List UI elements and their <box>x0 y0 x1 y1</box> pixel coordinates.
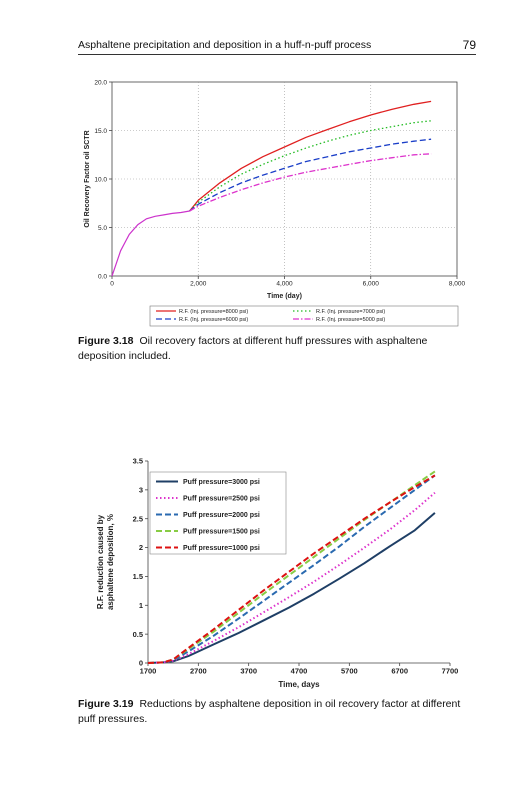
x-tick-label: 5700 <box>341 667 358 676</box>
x-tick-label: 3700 <box>240 667 257 676</box>
y-tick-label: 0.5 <box>133 630 143 639</box>
figure-label: Figure 3.18 <box>78 335 134 347</box>
y-tick-label: 3.5 <box>133 457 143 466</box>
y-tick-label: 15.0 <box>94 128 107 135</box>
y-tick-label: 2.5 <box>133 514 143 523</box>
series-line <box>189 100 432 212</box>
y-axis-label: Oil Recovery Factor oil SCTR <box>84 130 91 227</box>
y-tick-label: 3 <box>139 485 143 494</box>
x-tick-label: 4,000 <box>276 281 293 288</box>
y-tick-label: 1 <box>139 601 143 610</box>
y-axis-label: asphaltene deposition, % <box>106 514 115 610</box>
legend-label: R.F. (Inj. pressure=5000 psi) <box>316 317 385 323</box>
running-header-title: Asphaltene precipitation and deposition … <box>78 39 372 51</box>
legend-label: Puff pressure=1000 psi <box>183 545 260 552</box>
x-tick-label: 4700 <box>291 667 308 676</box>
running-header: Asphaltene precipitation and deposition … <box>78 38 476 55</box>
y-tick-label: 1.5 <box>133 572 143 581</box>
legend-label: Puff pressure=3000 psi <box>183 479 260 486</box>
x-tick-label: 2,000 <box>190 281 207 288</box>
x-axis-label: Time, days <box>278 680 320 689</box>
legend-label: R.F. (Inj. pressure=7000 psi) <box>316 309 385 315</box>
legend-box <box>149 471 287 555</box>
y-tick-label: 20.0 <box>94 79 107 86</box>
legend-label: R.F. (Inj. pressure=8000 psi) <box>179 309 248 315</box>
legend-box <box>149 305 459 327</box>
x-tick-label: 2700 <box>190 667 207 676</box>
x-axis-label: Time (day) <box>267 293 302 300</box>
x-tick-label: 1700 <box>140 667 157 676</box>
legend-label: Puff pressure=1500 psi <box>183 529 260 536</box>
figure-caption: Figure 3.19 Reductions by asphaltene depo… <box>78 697 476 727</box>
legend-label: Puff pressure=2000 psi <box>183 512 260 519</box>
x-tick-label: 0 <box>110 281 114 288</box>
figure-caption-text: Oil recovery factors at different huff p… <box>78 335 428 362</box>
figure-caption: Figure 3.18 Oil recovery factors at diffe… <box>78 334 476 364</box>
figure-caption-text: Reductions by asphaltene deposition in o… <box>78 698 461 725</box>
series-line <box>189 138 432 212</box>
series-line <box>189 153 432 212</box>
legend-label: Puff pressure=2500 psi <box>183 496 260 503</box>
y-tick-label: 2 <box>139 543 143 552</box>
page-number: 79 <box>462 38 476 52</box>
y-tick-label: 0.0 <box>98 273 107 280</box>
y-tick-label: 0 <box>139 659 143 668</box>
series-line <box>147 474 436 664</box>
legend-label: R.F. (Inj. pressure=6000 psi) <box>179 317 248 323</box>
y-axis-label: R.F. reduction caused by <box>96 514 105 609</box>
series-line-shared <box>111 210 190 277</box>
x-tick-label: 6,000 <box>363 281 380 288</box>
y-tick-label: 5.0 <box>98 225 107 232</box>
rf-reduction-chart: 1700 2700 3700 4700 5700 6700 7700 0 0.5 1 1.5 2 2.5… <box>96 457 459 689</box>
x-tick-label: 7700 <box>442 667 459 676</box>
figure-label: Figure 3.19 <box>78 698 134 710</box>
x-tick-label: 6700 <box>391 667 408 676</box>
y-tick-label: 10.0 <box>94 176 107 183</box>
oil-recovery-chart: 0 2,000 4,000 6,000 8,000 0.0 5.0 10.0 15.0 20.0 T… <box>84 79 466 327</box>
x-tick-label: 8,000 <box>449 281 466 288</box>
series-line <box>147 512 436 664</box>
